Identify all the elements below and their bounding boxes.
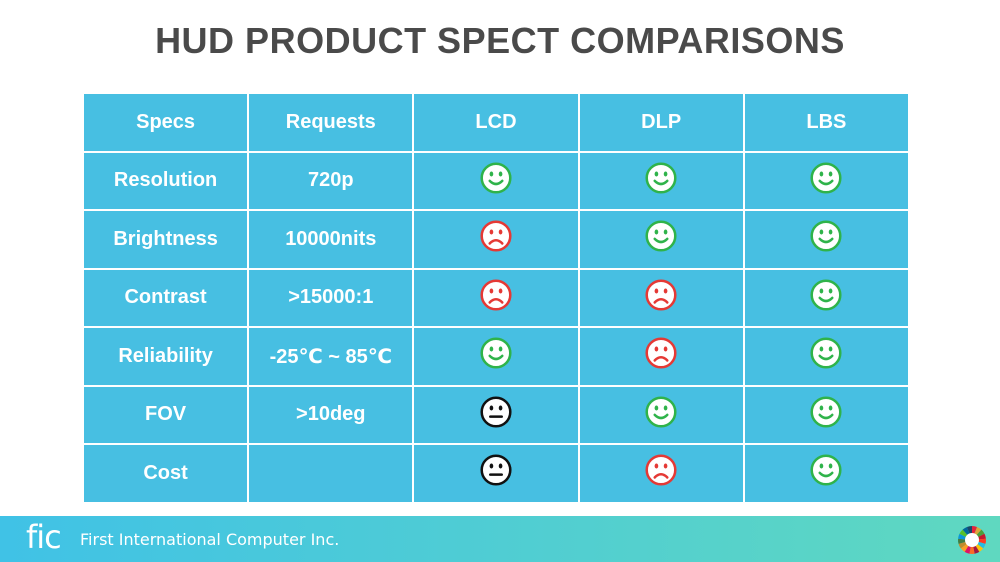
spec-cell: Cost	[81, 443, 250, 504]
lcd-rating-cell	[412, 384, 580, 445]
dlp-rating-cell	[577, 267, 745, 328]
lbs-rating-cell	[742, 209, 911, 270]
header-lcd: LCD	[412, 92, 580, 153]
spec-cell: Brightness	[81, 209, 250, 270]
header-dlp: DLP	[577, 92, 745, 153]
footer-bar: fic First International Computer Inc.	[0, 516, 1000, 562]
table-body: Resolution 720p Brightness 10000nits Contras…	[81, 150, 911, 504]
lbs-rating-cell	[742, 150, 911, 211]
lcd-rating-cell	[412, 326, 580, 387]
dlp-rating-cell	[577, 150, 745, 211]
header-requests: Requests	[247, 92, 415, 153]
spec-cell: Resolution	[81, 150, 250, 211]
smiley-face-icon	[810, 279, 842, 317]
lcd-rating-cell	[412, 443, 580, 504]
page-title: HUD PRODUCT SPECT COMPARISONS	[155, 20, 845, 61]
spec-comparison-table: Specs Requests LCD DLP LBS Resolution 720…	[81, 92, 911, 504]
lbs-rating-cell	[742, 267, 911, 328]
table-row: Cost	[81, 443, 911, 504]
smiley-face-icon	[645, 220, 677, 258]
lcd-rating-cell	[412, 150, 580, 211]
lcd-rating-cell	[412, 267, 580, 328]
table-row: FOV >10deg	[81, 384, 911, 445]
lbs-rating-cell	[742, 384, 911, 445]
smiley-face-icon	[645, 162, 677, 200]
smiley-face-icon	[810, 454, 842, 492]
spec-cell: Contrast	[81, 267, 250, 328]
frowning-face-icon	[480, 220, 512, 258]
request-cell	[247, 443, 415, 504]
frowning-face-icon	[645, 454, 677, 492]
lbs-rating-cell	[742, 326, 911, 387]
spec-cell: FOV	[81, 384, 250, 445]
fic-logo: fic	[26, 518, 62, 556]
company-name: First International Computer Inc.	[80, 530, 340, 549]
smiley-face-icon	[810, 396, 842, 434]
table-row: Resolution 720p	[81, 150, 911, 211]
smiley-face-icon	[480, 337, 512, 375]
spec-cell: Reliability	[81, 326, 250, 387]
smiley-face-icon	[480, 162, 512, 200]
header-specs: Specs	[81, 92, 250, 153]
lbs-rating-cell	[742, 443, 911, 504]
smiley-face-icon	[810, 337, 842, 375]
sdg-wheel-icon	[958, 526, 986, 554]
smiley-face-icon	[810, 162, 842, 200]
smiley-face-icon	[645, 396, 677, 434]
dlp-rating-cell	[577, 209, 745, 270]
frowning-face-icon	[645, 279, 677, 317]
dlp-rating-cell	[577, 384, 745, 445]
dlp-rating-cell	[577, 443, 745, 504]
request-cell: -25℃ ~ 85℃	[247, 326, 415, 387]
request-cell: >10deg	[247, 384, 415, 445]
table-row: Brightness 10000nits	[81, 209, 911, 270]
neutral-face-icon	[480, 396, 512, 434]
request-cell: >15000:1	[247, 267, 415, 328]
request-cell: 720p	[247, 150, 415, 211]
neutral-face-icon	[480, 454, 512, 492]
frowning-face-icon	[480, 279, 512, 317]
header-lbs: LBS	[742, 92, 911, 153]
table-row: Reliability -25℃ ~ 85℃	[81, 326, 911, 387]
table-row: Contrast >15000:1	[81, 267, 911, 328]
frowning-face-icon	[645, 337, 677, 375]
smiley-face-icon	[810, 220, 842, 258]
dlp-rating-cell	[577, 326, 745, 387]
request-cell: 10000nits	[247, 209, 415, 270]
table-header-row: Specs Requests LCD DLP LBS	[81, 92, 911, 153]
lcd-rating-cell	[412, 209, 580, 270]
